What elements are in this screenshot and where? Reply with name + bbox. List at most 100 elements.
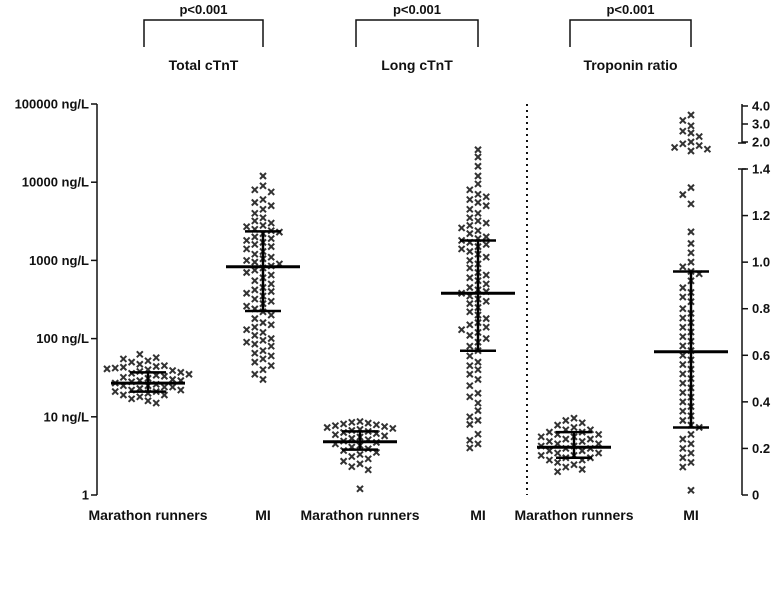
significance-bracket [355, 19, 479, 47]
data-point [679, 284, 687, 292]
data-point [545, 428, 554, 436]
data-point [466, 186, 474, 194]
data-point [703, 145, 712, 153]
data-point [474, 180, 482, 188]
data-point [466, 195, 474, 204]
data-point [267, 287, 275, 296]
data-point [474, 440, 482, 448]
data-point [687, 239, 695, 248]
data-point [482, 233, 490, 241]
data-point [679, 263, 687, 271]
data-point [578, 465, 586, 474]
data-point [168, 366, 177, 375]
data-point [466, 256, 474, 265]
comparison-title: Total cTnT [169, 57, 239, 73]
data-point [242, 338, 251, 346]
data-point [364, 419, 372, 427]
data-point [259, 195, 267, 204]
data-point [466, 436, 474, 445]
data-point [687, 449, 695, 457]
data-point [466, 321, 474, 329]
data-point [466, 274, 474, 282]
data-point [251, 276, 259, 285]
data-point [267, 271, 275, 279]
data-point [474, 172, 482, 180]
data-point [251, 217, 259, 225]
data-point [594, 449, 603, 457]
data-point [474, 389, 482, 397]
data-point [160, 362, 169, 370]
data-point [687, 249, 695, 257]
data-point [168, 383, 177, 391]
data-point [259, 182, 267, 190]
data-point [136, 350, 144, 358]
data-point [687, 138, 695, 146]
data-point [457, 325, 466, 334]
data-point [474, 198, 482, 207]
data-point [482, 193, 490, 201]
data-point [466, 370, 474, 378]
data-point [339, 457, 348, 465]
data-point [679, 454, 687, 462]
data-point [380, 432, 389, 440]
data-point [267, 297, 275, 305]
data-point [553, 449, 562, 457]
data-point [474, 366, 482, 374]
data-point [679, 435, 687, 443]
data-point [119, 363, 128, 371]
left-axis-tick-label: 100 ng/L [36, 331, 89, 346]
data-point [562, 435, 570, 443]
data-point [679, 407, 687, 415]
data-point [679, 323, 687, 332]
data-point [474, 162, 482, 170]
data-point [679, 140, 687, 148]
data-point [127, 358, 136, 366]
x-category-label: MI [683, 507, 699, 523]
data-point [136, 393, 144, 401]
data-point [251, 358, 259, 366]
data-point [687, 111, 695, 119]
data-point [267, 253, 275, 261]
data-point [466, 221, 474, 230]
data-point [687, 200, 695, 208]
data-point [679, 370, 687, 378]
data-point [474, 416, 482, 425]
data-point [111, 387, 119, 396]
data-point [482, 202, 490, 210]
data-point [259, 318, 267, 327]
data-point [553, 421, 562, 429]
data-point [323, 423, 331, 432]
data-point [119, 355, 128, 363]
data-point [482, 240, 490, 249]
data-point [466, 381, 474, 390]
data-point [119, 391, 128, 399]
data-point [259, 205, 267, 214]
data-point [594, 430, 603, 439]
data-point [545, 437, 554, 446]
left-axis-tick-label: 100000 ng/L [15, 97, 89, 112]
data-point [119, 373, 128, 382]
data-point [687, 147, 695, 155]
data-point [251, 323, 259, 331]
x-category-label: MI [255, 507, 271, 523]
data-point [670, 143, 679, 152]
data-point [267, 321, 275, 329]
p-value-label: p<0.001 [393, 2, 441, 17]
data-point [545, 456, 554, 464]
data-point [127, 395, 136, 403]
data-point [679, 332, 687, 341]
data-point [474, 358, 482, 366]
data-point [259, 221, 267, 230]
data-point [168, 375, 177, 384]
right-axis-tick-label: 0 [752, 488, 759, 503]
right-axis-tick-label: 0.4 [752, 394, 771, 409]
data-point [242, 245, 251, 253]
data-point [267, 352, 275, 360]
data-point [242, 289, 251, 297]
data-point [687, 430, 695, 439]
left-axis-tick-label: 10000 ng/L [22, 175, 89, 190]
right-axis-tick-label: 3.0 [752, 117, 770, 132]
data-point [259, 375, 267, 384]
data-point [482, 323, 490, 331]
data-point [251, 314, 259, 323]
